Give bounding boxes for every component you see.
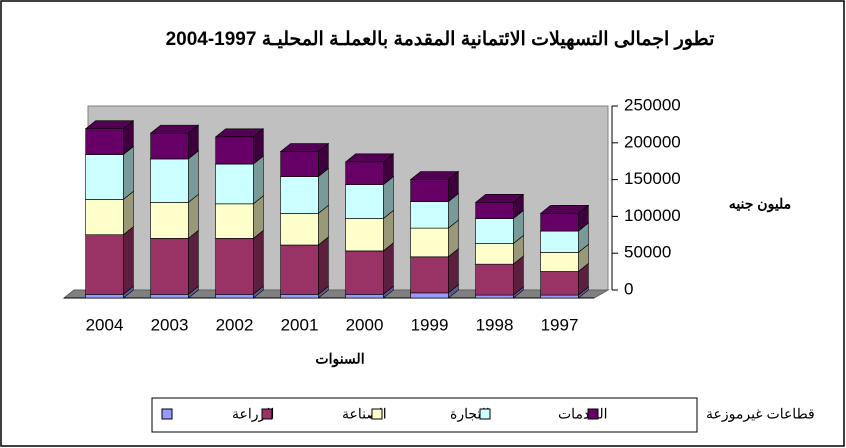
bar-front — [280, 244, 319, 295]
bar-top — [149, 124, 200, 134]
x-tick-label: 1999 — [411, 315, 449, 334]
bar-side — [383, 242, 394, 295]
y-tick-label: 100000 — [624, 206, 681, 225]
y-axis-label: مليون جنيه — [729, 196, 791, 213]
bar-front — [475, 218, 514, 244]
bar-front — [85, 154, 124, 200]
bar-front — [280, 213, 319, 246]
x-tick-label: 2001 — [281, 315, 319, 334]
bar-top — [539, 205, 590, 214]
bar-front — [215, 136, 254, 165]
bar-segment — [409, 170, 460, 203]
legend-swatch — [371, 408, 383, 420]
bar-front — [150, 238, 189, 295]
bar-segment — [84, 226, 135, 295]
bar-segment — [214, 229, 265, 295]
bar-front — [540, 294, 579, 299]
x-tick-label: 1997 — [541, 315, 579, 334]
legend-label: قطاعات غيرموزعة — [706, 406, 815, 423]
bar-side — [188, 229, 199, 295]
bar-front — [345, 250, 384, 295]
bar-front — [215, 203, 254, 239]
bar-front — [85, 128, 124, 155]
bar-front — [475, 243, 514, 265]
bar-top — [279, 143, 330, 152]
legend-swatch — [587, 408, 599, 420]
bar-segment — [539, 204, 590, 232]
bar-segment — [149, 229, 200, 295]
bar-front — [345, 184, 384, 219]
bar-top — [409, 171, 460, 180]
bar-side — [123, 145, 134, 201]
bar-front — [215, 238, 254, 295]
y-tick-label: 200000 — [624, 132, 681, 151]
legend-label: الخدمات — [558, 406, 608, 422]
bar-front — [345, 218, 384, 252]
bar-side — [188, 150, 199, 203]
bar-top — [344, 153, 395, 163]
bar-segment — [279, 236, 330, 295]
legend-box — [151, 397, 698, 433]
bar-front — [475, 263, 514, 296]
bar-front — [410, 292, 449, 299]
bar-segment — [344, 153, 395, 186]
y-tick-label: 150000 — [624, 169, 681, 188]
bar-front — [150, 132, 189, 160]
legend-swatch — [161, 408, 173, 420]
bar-front — [215, 163, 254, 205]
bar-front — [215, 294, 254, 299]
bar-segment — [84, 120, 135, 156]
bar-segment — [279, 142, 330, 178]
floor — [62, 289, 610, 299]
bar-top — [474, 194, 525, 203]
bar-front — [85, 199, 124, 236]
bar-front — [540, 252, 579, 272]
bar-front — [85, 234, 124, 295]
bar-front — [475, 294, 514, 299]
bar-front — [540, 271, 579, 296]
chart-title: تطور اجمالى التسهيلات الائتمانية المقدمة… — [166, 29, 715, 50]
bar-side — [318, 236, 329, 295]
bar-segment — [149, 124, 200, 160]
bar-segment — [474, 193, 525, 220]
x-tick-label: 2003 — [151, 315, 189, 334]
bar-front — [280, 176, 319, 214]
y-tick-label: 250000 — [624, 95, 681, 114]
bar-side — [253, 229, 264, 295]
bar-top — [84, 120, 135, 130]
x-tick-label: 2000 — [346, 315, 384, 334]
bar-front — [280, 151, 319, 177]
bar-front — [410, 201, 449, 229]
bar-front — [540, 213, 579, 232]
bar-front — [410, 179, 449, 202]
bar-front — [345, 294, 384, 299]
bar-front — [85, 294, 124, 299]
bar-front — [475, 202, 514, 219]
bar-front — [280, 294, 319, 299]
legend-swatch — [479, 408, 491, 420]
bar-front — [150, 158, 189, 203]
bar-front — [345, 161, 384, 185]
y-tick-label: 0 — [624, 279, 633, 298]
x-tick-label: 1998 — [476, 315, 514, 334]
bar-front — [410, 227, 449, 258]
bar-segment — [214, 128, 265, 165]
x-tick-label: 2004 — [86, 315, 124, 334]
bar-front — [540, 230, 579, 253]
y-tick-label: 50000 — [624, 243, 671, 262]
x-tick-label: 2002 — [216, 315, 254, 334]
x-axis-label: السنوات — [315, 351, 364, 368]
bar-front — [410, 256, 449, 294]
bar-top — [214, 128, 265, 138]
legend-swatch — [261, 408, 273, 420]
bar-front — [150, 294, 189, 299]
bar-front — [150, 202, 189, 239]
bar-side — [123, 226, 134, 295]
